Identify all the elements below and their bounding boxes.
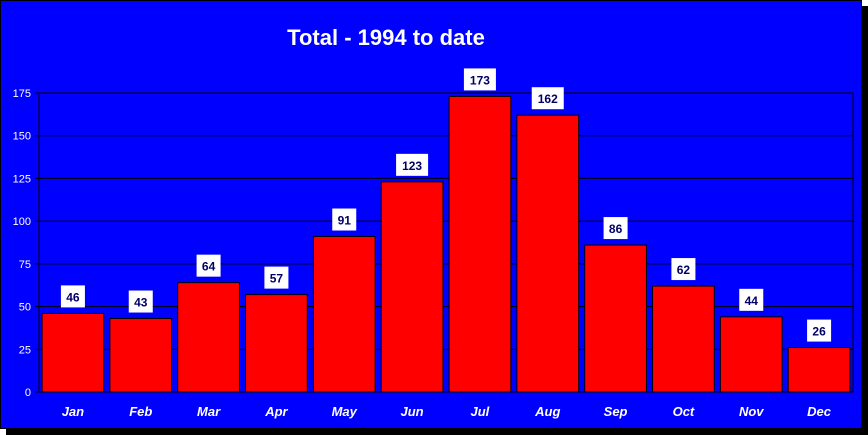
x-axis: Jan Feb Mar Apr May Jun Jul Aug Sep Oct Nov Dec (62, 404, 832, 419)
x-tick-label: Jun (401, 404, 424, 419)
grid-lines (39, 92, 853, 393)
bar-may (312, 236, 376, 393)
x-tick-label: Jan (62, 404, 84, 419)
y-tick-label: 100 (13, 216, 31, 228)
data-label: 43 (134, 296, 148, 310)
bar-oct (652, 285, 715, 393)
bar-mar (177, 282, 240, 393)
x-tick-label: Nov (739, 404, 764, 419)
data-label: 57 (270, 272, 284, 286)
bar-dec (787, 347, 851, 393)
data-label: 162 (538, 92, 558, 106)
y-tick-label: 75 (19, 259, 31, 271)
data-label-box (60, 285, 85, 308)
data-label-box (671, 258, 696, 281)
bar-jan (41, 312, 105, 393)
data-label-box (128, 290, 153, 313)
x-tick-label: May (332, 404, 358, 419)
chart-title: Total - 1994 to date (287, 25, 485, 50)
data-label-box (739, 288, 764, 311)
data-label: 26 (812, 325, 826, 339)
x-tick-label: Jul (471, 404, 490, 419)
data-label-box (264, 266, 289, 289)
x-tick-label: Feb (129, 404, 152, 419)
y-tick-label: 0 (25, 387, 31, 399)
data-label: 62 (677, 263, 691, 277)
bar-chart: Total - 1994 to date 0 25 50 75 100 125 150 175… (13, 25, 854, 419)
data-label: 91 (338, 214, 352, 228)
chart-area: Total - 1994 to date 0 25 50 75 100 125 150 175… (0, 0, 862, 429)
y-tick-label: 150 (13, 131, 31, 143)
data-label-box (807, 319, 832, 342)
data-label: 64 (202, 260, 216, 274)
bar-nov (719, 316, 783, 393)
x-tick-label: Mar (197, 404, 221, 419)
y-tick-label: 50 (19, 302, 31, 314)
data-label: 86 (609, 222, 623, 236)
y-tick-label: 175 (13, 88, 31, 100)
x-tick-label: Apr (264, 404, 288, 419)
bar-jun (380, 181, 444, 393)
y-tick-label: 125 (13, 173, 31, 185)
x-tick-label: Dec (807, 404, 832, 419)
data-labels: 46 43 64 57 91 123 173 162 86 62 44 26 (60, 68, 832, 342)
y-tick-label: 25 (19, 344, 31, 356)
data-label-box (396, 153, 429, 176)
x-tick-label: Aug (534, 404, 560, 419)
data-label: 44 (745, 294, 759, 308)
data-label: 173 (470, 73, 490, 87)
data-label: 46 (66, 290, 80, 304)
bar-series (41, 95, 851, 393)
x-tick-label: Sep (604, 404, 628, 419)
data-label-box (531, 87, 564, 110)
data-label-box (332, 208, 357, 231)
bar-feb (109, 318, 173, 393)
x-tick-label: Oct (673, 404, 695, 419)
bar-jul (448, 95, 512, 393)
y-axis: 0 25 50 75 100 125 150 175 (13, 88, 854, 399)
data-label-box (603, 217, 628, 240)
bar-aug (516, 114, 580, 393)
data-label-box (463, 68, 496, 91)
bar-apr (245, 294, 308, 393)
data-label-box (196, 254, 221, 277)
bar-sep (584, 244, 647, 393)
data-label: 123 (402, 159, 422, 173)
